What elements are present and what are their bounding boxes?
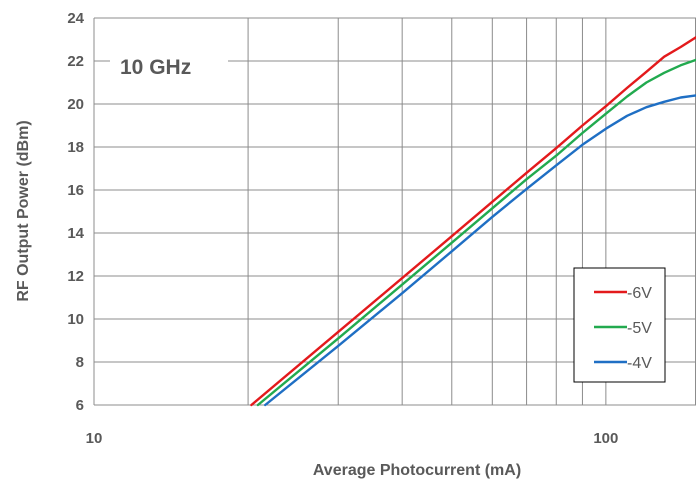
legend-label-1: -5V [627,320,652,337]
y-tick-label-9: 24 [67,10,84,27]
y-axis-ticks: 6 8 10 12 14 16 18 20 22 24 [67,10,84,414]
y-tick-label-8: 22 [67,53,84,70]
legend-label-2: -4V [627,355,652,372]
y-tick-label-5: 16 [67,182,84,199]
x-tick-label-0: 10 [86,430,103,447]
annotation-text: 10 GHz [120,56,191,79]
series-line-4v [264,94,696,407]
y-tick-label-1: 8 [76,354,84,371]
y-tick-label-7: 20 [67,96,84,113]
x-axis-ticks: 10 100 [86,430,619,447]
series-lines [250,36,696,407]
y-tick-label-0: 6 [76,397,84,414]
series-line-6v [250,36,696,407]
y-tick-label-4: 14 [67,225,84,242]
x-axis-title: Average Photocurrent (mA) [313,462,521,479]
legend: -6V -5V -4V [573,267,666,383]
y-tick-label-6: 18 [67,139,84,156]
y-axis-title: RF Output Power (dBm) [15,120,32,301]
legend-label-0: -6V [627,285,652,302]
y-tick-label-3: 12 [67,268,84,285]
series-line-5v [256,58,696,407]
grid [93,17,696,406]
x-tick-label-1: 100 [593,430,618,447]
annotation-background [110,46,228,86]
y-tick-label-2: 10 [67,311,84,328]
